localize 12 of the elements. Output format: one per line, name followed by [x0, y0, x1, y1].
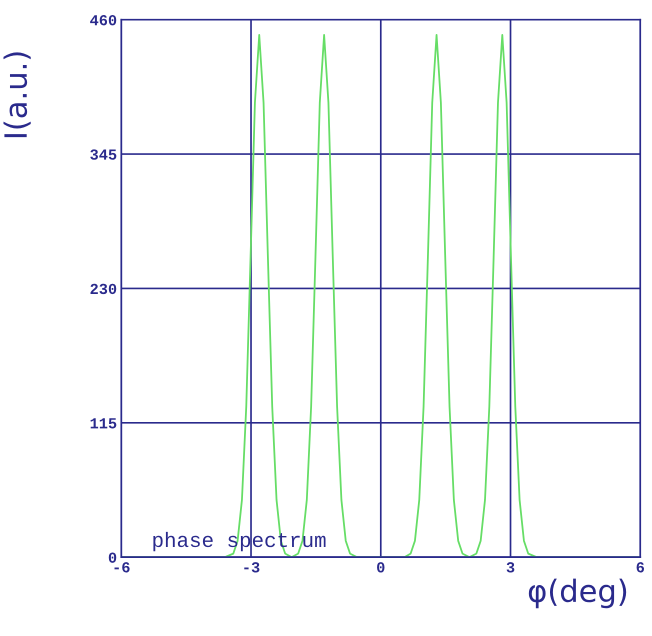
x-tick-label: -3	[244, 562, 260, 573]
y-tick-label: 460	[90, 15, 116, 26]
y-tick-label: 230	[90, 284, 116, 294]
y-tick-label: 115	[90, 418, 116, 428]
x-tick-label: 6	[636, 562, 644, 573]
y-tick-label: 345	[90, 149, 116, 160]
y-tick-label: 0	[108, 552, 116, 563]
x-tick-label: -6	[114, 562, 130, 573]
y-axis-title: I(a.u.)	[4, 52, 31, 138]
x-axis-title: φ(deg)	[528, 578, 626, 608]
x-tick-label: 0	[377, 562, 384, 573]
x-tick-label: 3	[506, 562, 514, 573]
